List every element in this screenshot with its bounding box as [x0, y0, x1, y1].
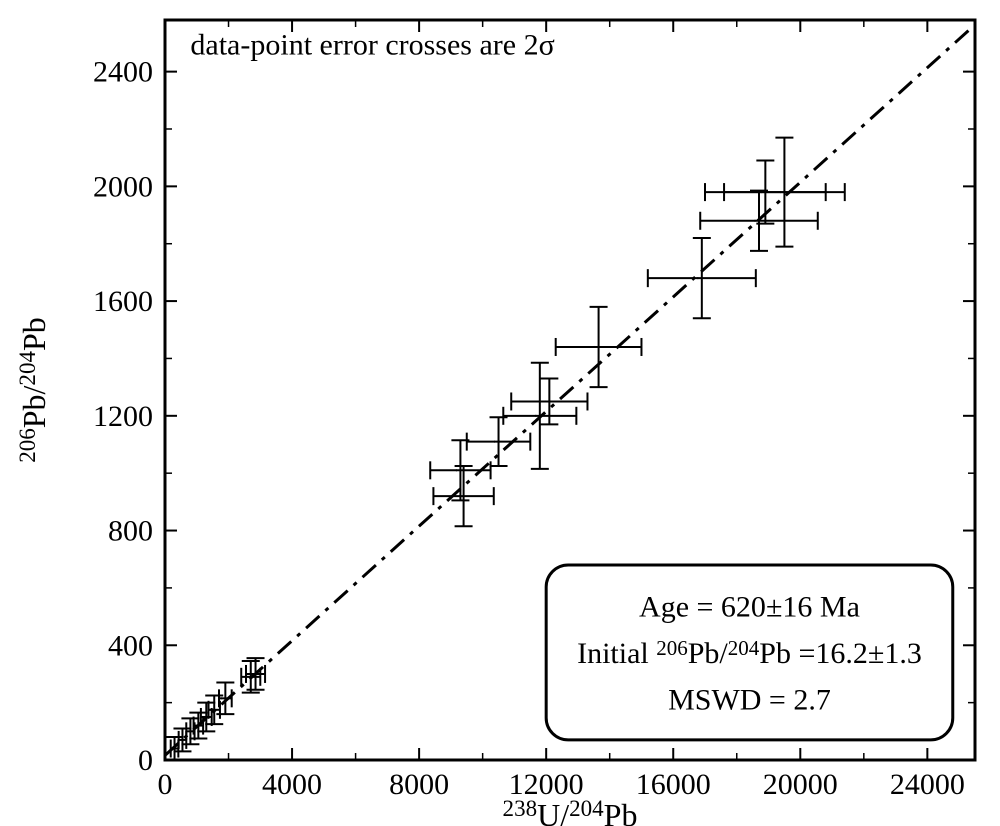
svg-text:4000: 4000	[262, 768, 322, 801]
svg-text:400: 400	[108, 629, 153, 662]
svg-text:16000: 16000	[636, 768, 711, 801]
svg-text:data-point error crosses are 2: data-point error crosses are 2σ	[190, 28, 554, 61]
svg-text:MSWD = 2.7: MSWD = 2.7	[668, 684, 831, 717]
chart-container: 0400080001200016000200002400004008001200…	[0, 0, 1000, 826]
svg-text:1600: 1600	[93, 285, 153, 318]
svg-text:2400: 2400	[93, 56, 153, 89]
svg-text:20000: 20000	[763, 768, 838, 801]
svg-text:2000: 2000	[93, 170, 153, 203]
svg-text:24000: 24000	[890, 768, 965, 801]
svg-text:Age = 620±16 Ma: Age = 620±16 Ma	[639, 591, 860, 624]
svg-text:0: 0	[158, 768, 173, 801]
svg-text:0: 0	[138, 744, 153, 777]
svg-text:800: 800	[108, 515, 153, 548]
isochron-plot: 0400080001200016000200002400004008001200…	[0, 0, 1000, 826]
svg-text:1200: 1200	[93, 400, 153, 433]
svg-text:8000: 8000	[389, 768, 449, 801]
